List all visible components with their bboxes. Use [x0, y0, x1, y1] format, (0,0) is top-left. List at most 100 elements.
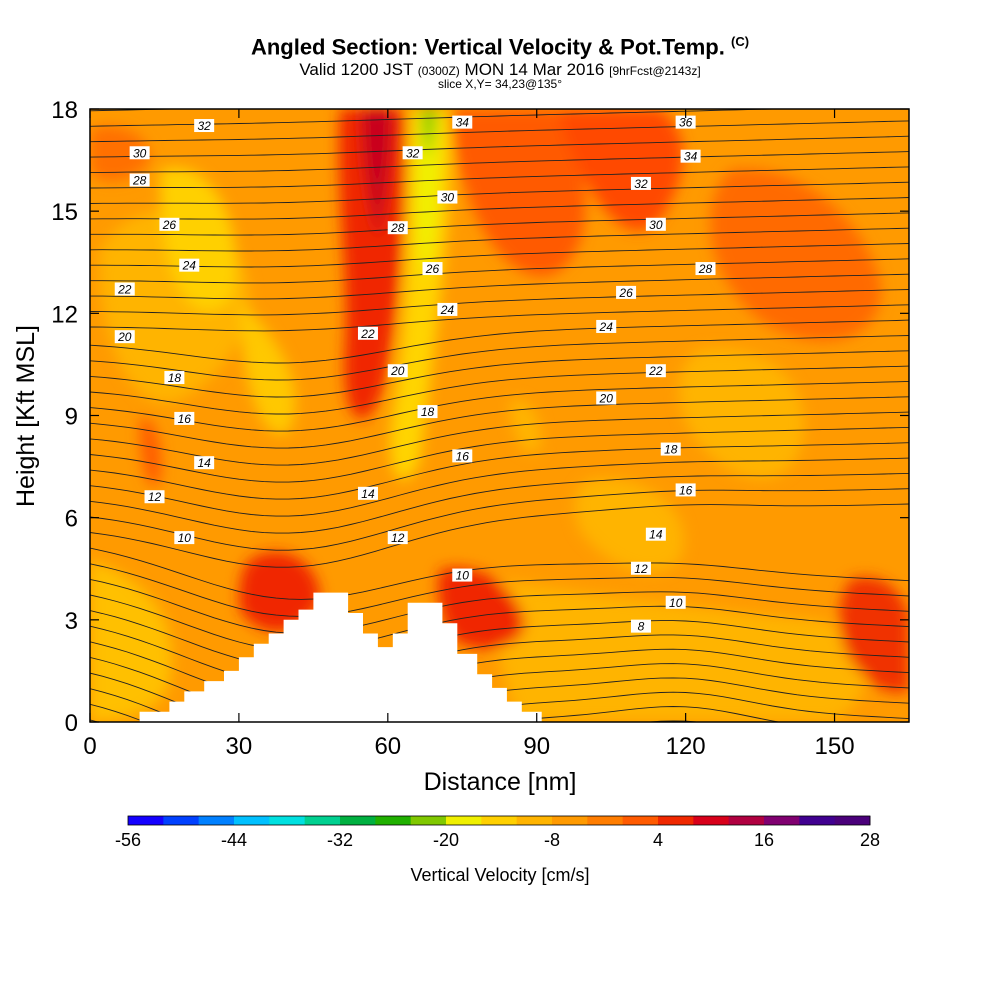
isentrope-line — [90, 151, 909, 174]
isentrope-line — [90, 350, 909, 398]
isentrope-label: 30 — [645, 217, 666, 232]
isentrope-label-box — [695, 262, 716, 276]
colorbar-swatch — [552, 816, 588, 825]
x-tick-label: 150 — [815, 733, 855, 760]
isentrope-label-box — [179, 258, 200, 272]
isentrope-label-text: 8 — [638, 620, 645, 634]
isentrope-line — [90, 610, 909, 668]
isentrope-label-text: 30 — [133, 146, 147, 160]
isentrope-line — [90, 273, 909, 300]
colorbar-swatch — [304, 816, 341, 825]
y-tick-label: 0 — [65, 710, 78, 737]
isentrope-label-box — [114, 330, 135, 344]
isentrope-label-box — [596, 319, 617, 333]
valid-date: MON 14 Mar 2016 — [464, 60, 605, 79]
isentrope-label: 26 — [422, 262, 443, 276]
isentrope-label-text: 32 — [406, 146, 420, 160]
isentrope-label-box — [437, 302, 458, 316]
isentrope-label-box — [422, 262, 443, 276]
isentrope-label-text: 26 — [618, 286, 633, 300]
isentrope-label-box — [417, 405, 438, 419]
isentrope-line — [90, 411, 909, 466]
velocity-region — [422, 109, 436, 160]
isentrope-label-text: 22 — [117, 282, 132, 296]
y-tick-label: 9 — [65, 404, 78, 431]
colorbar-tick-label: 4 — [653, 830, 663, 850]
velocity-region — [90, 126, 150, 181]
isentrope-label: 16 — [452, 449, 473, 463]
isentrope-label-text: 12 — [391, 531, 405, 545]
isentrope-label: 28 — [129, 173, 150, 188]
isentrope-label-text: 26 — [162, 218, 177, 232]
isentrope-label-box — [616, 285, 637, 299]
isentrope-label: 20 — [387, 364, 408, 378]
y-tick-label: 6 — [65, 506, 78, 533]
colorbar-tick-label: 16 — [754, 830, 774, 850]
colorbar-swatch — [799, 816, 836, 825]
colorbar-swatch — [516, 816, 553, 825]
isentrope-label: 16 — [174, 411, 195, 426]
isentrope-label-text: 20 — [117, 330, 132, 344]
isentrope-line — [90, 503, 909, 568]
x-tick-label: 30 — [226, 733, 253, 760]
colorbar-swatch — [587, 816, 624, 825]
isentrope-label-box — [194, 456, 215, 470]
isentrope-label-box — [645, 527, 666, 541]
isentrope-label: 20 — [596, 391, 617, 405]
x-tick-label: 0 — [83, 733, 96, 760]
colorbar: -56 -44 -32 -20 -8 4 16 28 — [115, 815, 880, 850]
isentrope-label: 28 — [387, 221, 408, 235]
isentrope-label-box — [452, 115, 473, 129]
isentrope-label-text: 28 — [698, 262, 713, 276]
isentrope-label-box — [402, 146, 423, 160]
isentrope-label-text: 22 — [648, 364, 663, 378]
isentrope-label-box — [174, 531, 195, 545]
isentrope-label: 32 — [194, 119, 215, 133]
isentrope-label-box — [452, 449, 473, 463]
isentrope-line — [90, 212, 909, 236]
colorbar-swatch — [728, 816, 765, 825]
isentrope-label: 34 — [452, 115, 473, 130]
colorbar-swatch — [198, 816, 235, 825]
isentrope-label-box — [680, 149, 701, 163]
isentrope-line — [90, 472, 909, 534]
chart-subtitle: Valid 1200 JST (0300Z) MON 14 Mar 2016 [… — [0, 60, 1000, 80]
velocity-region — [240, 300, 296, 435]
title-unit: (C) — [731, 34, 750, 49]
slice-info: slice X,Y= 34,23@135° — [437, 77, 563, 91]
x-tick-label: 120 — [666, 733, 706, 760]
isentrope-label: 32 — [630, 176, 651, 191]
isentrope-line — [90, 243, 909, 268]
valid-prefix: Valid 1200 JST — [299, 60, 414, 79]
isentrope-label-box — [114, 282, 135, 296]
isentrope-label-box — [174, 411, 195, 425]
isentrope-label-text: 28 — [390, 221, 405, 235]
isentrope-line — [90, 442, 909, 500]
isentrope-label-box — [144, 490, 165, 504]
isentrope-label-text: 24 — [182, 259, 197, 273]
isentrope-line — [90, 578, 909, 634]
isentrope-label-box — [387, 531, 408, 545]
colorbar-tick-label: -8 — [544, 830, 560, 850]
isentrope-label-text: 14 — [197, 456, 211, 470]
isentrope-label-text: 30 — [441, 191, 455, 205]
isentrope-line — [90, 109, 196, 112]
velocity-region — [496, 580, 867, 722]
colorbar-tick-label: -32 — [327, 830, 353, 850]
colorbar-swatch — [128, 816, 164, 825]
isentrope-line — [90, 258, 909, 284]
isentrope-label-text: 18 — [664, 443, 678, 457]
y-tick-label: 12 — [51, 301, 78, 328]
isentrope-label-text: 34 — [684, 150, 698, 164]
valid-utc: (0300Z) — [417, 64, 460, 78]
isentrope-label: 32 — [402, 146, 423, 160]
isentrope-label-text: 20 — [599, 391, 614, 405]
isentrope-label: 18 — [417, 405, 438, 419]
isentrope-label-box — [452, 568, 473, 582]
isentrope-label-box — [665, 595, 686, 609]
isentrope-label: 30 — [437, 190, 458, 205]
isentrope-line — [90, 426, 909, 483]
isentrope-label-text: 14 — [649, 528, 663, 542]
isentrope-label-text: 22 — [360, 327, 375, 341]
